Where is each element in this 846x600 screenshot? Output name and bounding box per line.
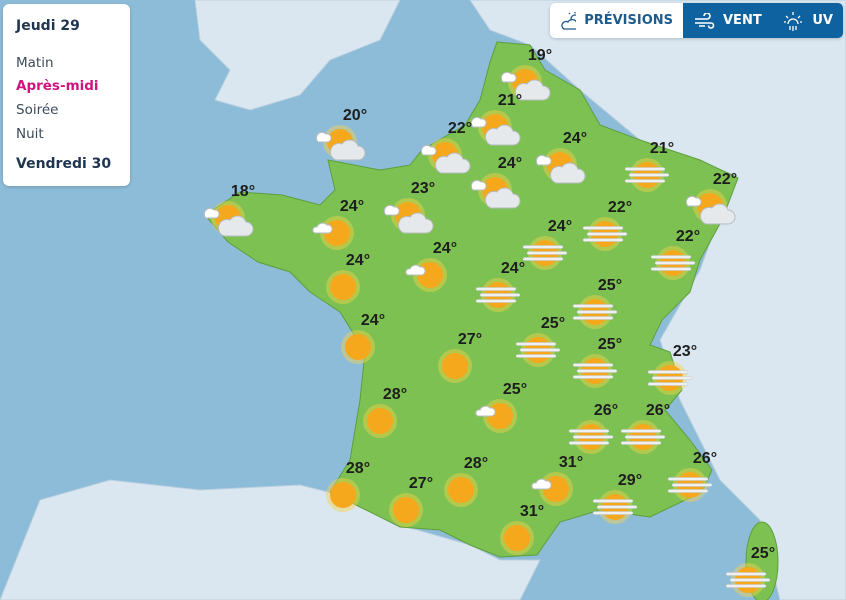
sun-fog-icon [624,158,670,192]
sun-icon [500,521,534,555]
temperature-label: 27° [408,475,434,492]
uv-icon [784,11,803,31]
sun-cloud-icon [685,189,736,225]
temperature-label: 28° [382,386,408,403]
temperature-label: 26° [593,402,619,419]
temperature-label: 25° [750,545,776,562]
sun-fog-icon [568,420,614,454]
sun-fog-icon [667,468,713,502]
temperature-label: 25° [597,277,623,294]
period-nuit[interactable]: Nuit [16,126,44,142]
period-soiree[interactable]: Soirée [16,102,59,118]
day-vendredi[interactable]: Vendredi 30 [16,156,112,172]
sun-fog-icon [572,354,618,388]
sun-small-cloud-icon [475,399,517,433]
view-tabs: PRÉVISIONS VENT UV [550,3,843,38]
sun-small-cloud-icon [312,216,354,250]
temperature-label: 25° [540,315,566,332]
temperature-label: 28° [463,455,489,472]
temperature-label: 27° [457,331,483,348]
sun-cloud-icon [383,198,434,234]
sun-cloud-icon [315,125,366,161]
france-land [204,41,739,558]
period-matin[interactable]: Matin [16,55,54,71]
temperature-label: 29° [617,472,643,489]
temperature-label: 20° [342,107,368,124]
temperature-label: 24° [360,312,386,329]
sun-fog-icon [475,278,521,312]
sun-fog-icon [515,333,561,367]
temperature-label: 31° [519,503,545,520]
sun-fog-icon [650,246,696,280]
sun-fog-icon [725,563,771,597]
sun-cloud-icon [535,148,586,184]
temperature-label: 22° [447,120,473,137]
temperature-label: 24° [562,130,588,147]
temperature-label: 22° [712,171,738,188]
temperature-label: 24° [432,240,458,257]
temperature-label: 31° [558,454,584,471]
temperature-label: 24° [547,218,573,235]
temperature-label: 25° [597,336,623,353]
sun-fog-icon [582,217,628,251]
tab-uv-label: UV [812,13,833,28]
temperature-label: 21° [649,140,675,157]
temperature-label: 22° [675,228,701,245]
temperature-label: 19° [527,47,553,64]
tab-vent[interactable]: VENT [683,3,773,38]
temperature-label: 23° [672,343,698,360]
wind-icon [695,12,715,29]
day-jeudi[interactable]: Jeudi 29 [16,18,80,34]
sun-fog-icon [522,236,568,270]
sun-icon [444,473,478,507]
tab-uv[interactable]: UV [772,3,843,38]
temperature-label: 24° [339,198,365,215]
sun-fog-icon [592,490,638,524]
sun-cloud-icon [203,201,254,237]
temperature-label: 28° [345,460,371,477]
sun-fog-icon [572,295,618,329]
sun-cloud-icon [561,11,577,30]
sun-fog-icon [647,361,693,395]
sun-cloud-icon [500,65,551,101]
temperature-label: 24° [345,252,371,269]
sun-small-cloud-icon [531,472,573,506]
temperature-label: 21° [497,92,523,109]
sun-cloud-icon [470,173,521,209]
temperature-label: 18° [230,183,256,200]
sun-icon [389,493,423,527]
sun-icon [326,478,360,512]
temperature-label: 24° [497,155,523,172]
temperature-label: 22° [607,199,633,216]
sun-icon [363,404,397,438]
temperature-label: 26° [692,450,718,467]
sun-cloud-icon [420,138,471,174]
temperature-label: 24° [500,260,526,277]
tab-previsions-label: PRÉVISIONS [584,13,673,28]
sun-small-cloud-icon [405,258,447,292]
sun-icon [341,330,375,364]
sun-cloud-icon [470,110,521,146]
tab-previsions[interactable]: PRÉVISIONS [550,3,683,38]
period-apres-midi[interactable]: Après-midi [16,78,99,94]
sun-icon [326,270,360,304]
temperature-label: 26° [645,402,671,419]
tab-vent-label: VENT [723,13,762,28]
period-panel: Jeudi 29 Matin Après-midi Soirée Nuit Ve… [3,4,130,186]
temperature-label: 25° [502,381,528,398]
temperature-label: 23° [410,180,436,197]
sun-fog-icon [620,420,666,454]
sun-icon [438,349,472,383]
